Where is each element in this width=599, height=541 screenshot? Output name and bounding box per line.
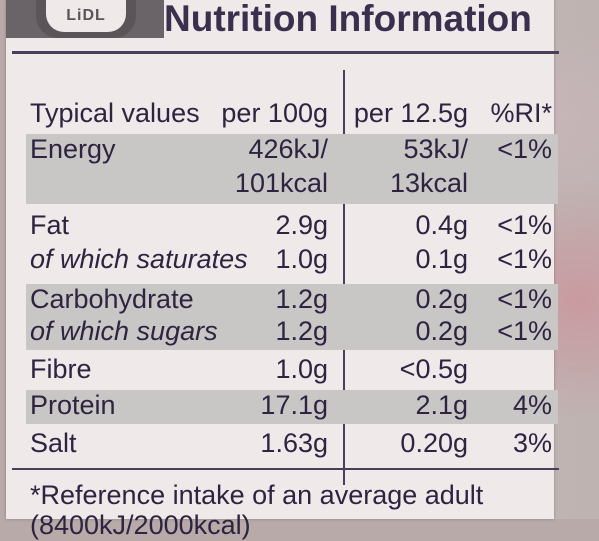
row-per-100g: 101kcal [234,168,328,198]
header-per-serving: per 12.5g [353,98,468,128]
row-per-100g: 17.1g [260,390,328,420]
logo-text: LiDL [66,7,106,24]
row-name: Protein [30,390,116,420]
row-per-serving: 13kcal [389,168,468,198]
header-per-100g: per 100g [221,98,328,128]
row-per-100g: 2.9g [275,210,328,240]
nutrition-label: LiDL Nutrition Information *Reference in… [6,0,559,540]
table-row-salt: Salt 1.63g 0.20g 3% [26,428,558,462]
row-per-100g: 1.0g [275,354,328,384]
row-ri: <1% [497,210,552,240]
row-ri: <1% [497,244,552,274]
table-header-row: Typical values per 100g per 12.5g %RI* [26,98,558,134]
row-per-100g: 1.2g [275,316,328,346]
row-ri: 3% [512,428,552,458]
row-per-serving: 53kJ/ [403,134,468,164]
table-row-saturates: of which saturates 1.0g 0.1g <1% [26,244,558,278]
bottom-rule [12,468,559,470]
header-typical-values: Typical values [30,98,200,128]
row-name: of which saturates [30,244,248,274]
row-ri: <1% [497,316,552,346]
row-per-serving: 2.1g [415,390,468,420]
header-ri: %RI* [490,98,552,128]
row-ri: 4% [512,390,552,420]
row-name: Carbohydrate [30,284,194,314]
row-ri: <1% [497,134,552,164]
row-per-100g: 1.0g [275,244,328,274]
row-per-serving: 0.2g [415,284,468,314]
table-row-energy-kcal: 101kcal 13kcal [26,168,558,204]
row-per-serving: 0.1g [415,244,468,274]
reference-footnote: *Reference intake of an average adult [30,480,484,510]
row-ri: <1% [497,284,552,314]
row-per-serving: 0.4g [415,210,468,240]
table-row-fat: Fat 2.9g 0.4g <1% [26,210,558,244]
logo-badge: LiDL [46,0,126,32]
label-title: Nutrition Information [164,0,532,39]
table-row-energy-kj: Energy 426kJ/ 53kJ/ <1% [26,134,558,168]
row-name: Fibre [30,354,92,384]
row-per-100g: 426kJ/ [248,134,328,164]
row-per-100g: 1.2g [275,284,328,314]
row-per-serving: 0.2g [415,316,468,346]
row-per-serving: <0.5g [399,354,468,384]
table-row-carbohydrate: Carbohydrate 1.2g 0.2g <1% [26,284,558,316]
row-per-serving: 0.20g [400,428,468,458]
table-row-sugars: of which sugars 1.2g 0.2g <1% [26,316,558,350]
lidl-logo: LiDL [36,0,136,38]
row-name: Energy [30,134,116,164]
column-divider [343,70,345,485]
top-rule [12,51,559,54]
row-per-100g: 1.63g [260,428,328,458]
table-row-fibre: Fibre 1.0g <0.5g [26,354,558,388]
row-name: Salt [30,428,77,458]
row-name: Fat [30,210,70,240]
table-row-protein: Protein 17.1g 2.1g 4% [26,390,558,424]
row-name: of which sugars [30,316,218,346]
reference-footnote-line2: (8400kJ/2000kcal) [30,510,251,540]
